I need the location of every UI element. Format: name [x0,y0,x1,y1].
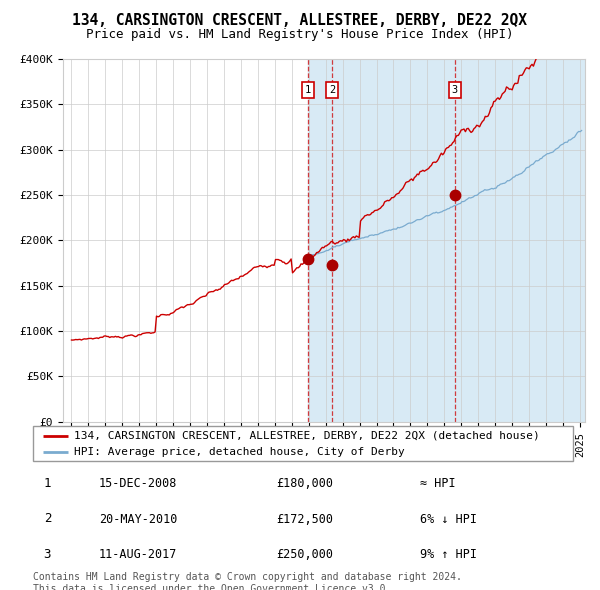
Text: 3: 3 [44,548,51,560]
Text: 134, CARSINGTON CRESCENT, ALLESTREE, DERBY, DE22 2QX (detached house): 134, CARSINGTON CRESCENT, ALLESTREE, DER… [74,431,539,441]
Text: £180,000: £180,000 [276,477,333,490]
Text: £172,500: £172,500 [276,513,333,526]
Bar [455,59,589,422]
Text: 2: 2 [329,85,335,95]
Text: 1: 1 [44,477,51,490]
Text: 1: 1 [305,85,311,95]
Text: 15-DEC-2008: 15-DEC-2008 [99,477,178,490]
Text: 134, CARSINGTON CRESCENT, ALLESTREE, DERBY, DE22 2QX: 134, CARSINGTON CRESCENT, ALLESTREE, DER… [73,13,527,28]
Text: ≈ HPI: ≈ HPI [420,477,455,490]
Text: 20-MAY-2010: 20-MAY-2010 [99,513,178,526]
Text: 9% ↑ HPI: 9% ↑ HPI [420,548,477,561]
Text: 11-AUG-2017: 11-AUG-2017 [99,548,178,561]
Text: Contains HM Land Registry data © Crown copyright and database right 2024.
This d: Contains HM Land Registry data © Crown c… [33,572,462,590]
Text: 6% ↓ HPI: 6% ↓ HPI [420,513,477,526]
Text: HPI: Average price, detached house, City of Derby: HPI: Average price, detached house, City… [74,447,404,457]
Text: £250,000: £250,000 [276,548,333,561]
Bar [308,59,455,422]
Text: 3: 3 [452,85,458,95]
Text: 2: 2 [44,512,51,525]
Text: Price paid vs. HM Land Registry's House Price Index (HPI): Price paid vs. HM Land Registry's House … [86,28,514,41]
